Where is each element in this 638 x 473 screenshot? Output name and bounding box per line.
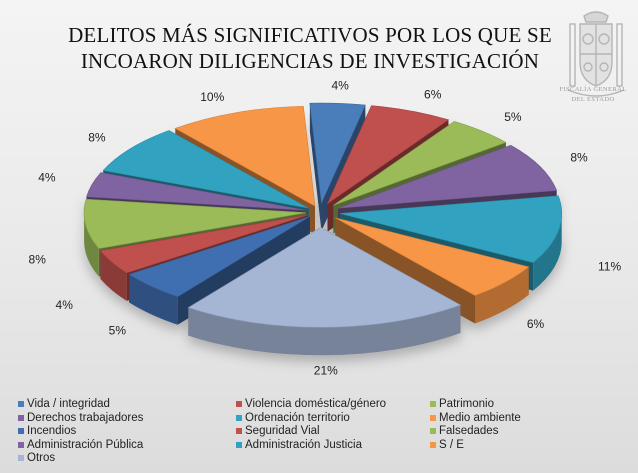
legend-label: Administración Justicia xyxy=(245,438,362,451)
pie-slice-Ordenación territorio xyxy=(339,195,562,263)
legend-label: Violencia doméstica/género xyxy=(245,398,387,410)
pie-slice-side xyxy=(533,213,562,291)
legend-swatch xyxy=(430,414,436,421)
pie-slice-Violencia doméstica/género xyxy=(326,105,450,205)
legend-label: Incendios xyxy=(27,425,77,437)
legend-label: Otros xyxy=(27,452,56,464)
legend-swatch xyxy=(236,428,242,434)
pie-chart: 4% 6% 5% 8% 11% 6% 21% 5% 4% 8% 4% 8% 10% xyxy=(29,78,622,377)
data-label: 11% xyxy=(598,259,621,273)
legend-swatch xyxy=(18,428,24,434)
legend-label: S / E xyxy=(439,438,464,451)
legend-label: Administración Pública xyxy=(27,438,144,451)
pie-slice-side xyxy=(84,212,99,277)
legend-item: Medio ambiente xyxy=(430,412,521,424)
legend-label: Seguridad Vial xyxy=(245,425,320,437)
legend-swatch xyxy=(236,401,242,407)
data-label: 21% xyxy=(314,363,338,377)
legend-swatch xyxy=(18,455,24,461)
data-label: 8% xyxy=(29,252,47,266)
chart-title: DELITOS MÁS SIGNIFICATIVOS POR LOS QUE S… xyxy=(40,22,580,74)
pie-slice-Administración Pública xyxy=(86,172,307,211)
pie-slice-side xyxy=(129,274,178,325)
data-label: 4% xyxy=(331,78,349,92)
pie-slice-S / E xyxy=(174,105,316,207)
data-label: 5% xyxy=(504,110,522,124)
pie-slice-Administración Justicia xyxy=(102,130,309,209)
data-label: 10% xyxy=(200,90,224,104)
legend-label: Ordenación territorio xyxy=(245,411,350,424)
data-label: 8% xyxy=(570,151,588,165)
pie-slice-Falsedades xyxy=(83,198,307,249)
legend-item: Violencia doméstica/género xyxy=(236,398,386,410)
data-label: 8% xyxy=(88,130,106,144)
pie-slice-Otros xyxy=(187,226,462,328)
data-label: 4% xyxy=(56,298,74,312)
legend-item: S / E xyxy=(430,439,464,451)
legend-swatch xyxy=(18,401,24,407)
legend-swatch xyxy=(18,441,24,448)
pie-slice-Incendios xyxy=(128,216,311,298)
legend-item: Patrimonio xyxy=(430,398,494,410)
legend-swatch xyxy=(430,428,436,434)
chart-title-line-2: INCOARON DILIGENCIAS DE INVESTIGACIÓN xyxy=(80,49,540,73)
legend-item: Vida / integridad xyxy=(18,398,110,410)
legend-swatch xyxy=(430,401,436,407)
legend-item: Administración Pública xyxy=(18,439,143,451)
legend-item: Seguridad Vial xyxy=(236,425,320,437)
pie-slice-side xyxy=(100,250,127,301)
legend-label: Medio ambiente xyxy=(439,411,521,424)
pie-slice-side xyxy=(474,266,529,324)
legend-label: Derechos trabajadores xyxy=(27,411,144,424)
pie-slice-Medio ambiente xyxy=(335,217,530,296)
chart-title-line-1: DELITOS MÁS SIGNIFICATIVOS POR LOS QUE S… xyxy=(68,23,552,47)
data-label: 4% xyxy=(38,170,56,184)
legend-swatch xyxy=(236,441,242,448)
pie-slice-side xyxy=(188,305,461,356)
legend-label: Vida / integridad xyxy=(27,398,110,410)
logo-text-line-2: DEL ESTADO xyxy=(571,96,615,103)
pie-slice-wall xyxy=(309,103,322,232)
pie-slice-Seguridad Vial xyxy=(99,214,308,274)
legend-label: Falsedades xyxy=(439,425,499,437)
logo-text-line-1: FISCALÍA GENERAL xyxy=(559,86,627,93)
data-label: 5% xyxy=(109,324,127,338)
legend-item: Derechos trabajadores xyxy=(18,412,143,424)
pie-slice-Derechos trabajadores xyxy=(338,144,558,209)
legend-item: Otros xyxy=(18,452,55,464)
legend-label: Patrimonio xyxy=(439,398,494,410)
pie-slice-Vida / integridad xyxy=(309,102,366,205)
legend-item: Administración Justicia xyxy=(236,439,362,451)
legend-item: Incendios xyxy=(18,425,76,437)
legend-swatch xyxy=(236,414,242,421)
data-label: 6% xyxy=(424,87,442,101)
coat-of-arms-icon xyxy=(567,11,625,97)
legend-item: Ordenación territorio xyxy=(236,412,350,424)
legend-swatch xyxy=(18,414,24,421)
legend-item: Falsedades xyxy=(430,425,498,437)
data-label: 6% xyxy=(527,317,545,331)
legend-swatch xyxy=(430,441,436,448)
pie-slice-Patrimonio xyxy=(333,121,507,206)
